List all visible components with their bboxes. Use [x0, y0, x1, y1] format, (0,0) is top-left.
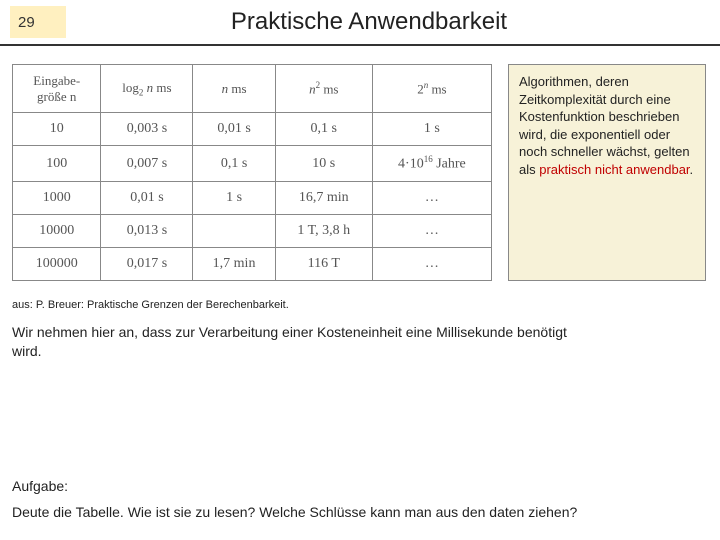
cell: 0,1 s [193, 146, 275, 182]
callout-text-after: . [690, 162, 694, 177]
col-header-quad: n2 ms [275, 65, 372, 113]
cell-n: 10 [13, 113, 101, 146]
cell: 4·1016 Jahre [372, 146, 491, 182]
cell-n: 100 [13, 146, 101, 182]
cell: 0,01 s [101, 181, 193, 214]
col-header-log: log2 n ms [101, 65, 193, 113]
cell: 10 s [275, 146, 372, 182]
callout-box: Algorithmen, deren Zeitkomplexität durch… [508, 64, 706, 281]
callout-highlight: praktisch nicht anwendbar [539, 162, 689, 177]
task-block: Aufgabe: Deute die Tabelle. Wie ist sie … [12, 478, 708, 520]
table-row: 1000 0,01 s 1 s 16,7 min … [13, 181, 492, 214]
complexity-table: Eingabe-größe n log2 n ms n ms n2 ms 2n … [12, 64, 492, 281]
header-line1: Eingabe- [33, 73, 80, 88]
cell: 0,1 s [275, 113, 372, 146]
table-header-row: Eingabe-größe n log2 n ms n ms n2 ms 2n … [13, 65, 492, 113]
col-header-exp: 2n ms [372, 65, 491, 113]
slide-title: Praktische Anwendbarkeit [78, 8, 720, 36]
content-row: Eingabe-größe n log2 n ms n ms n2 ms 2n … [0, 64, 720, 281]
task-label: Aufgabe: [12, 478, 708, 494]
cell: 0,01 s [193, 113, 275, 146]
header-line2: größe n [37, 89, 76, 104]
cell: 0,007 s [101, 146, 193, 182]
table-row: 10000 0,013 s 1 T, 3,8 h … [13, 214, 492, 247]
cell-n: 1000 [13, 181, 101, 214]
source-citation: aus: P. Breuer: Praktische Grenzen der B… [12, 299, 720, 311]
slide-number: 29 [10, 6, 66, 38]
cell: 0,017 s [101, 247, 193, 280]
table-row: 10 0,003 s 0,01 s 0,1 s 1 s [13, 113, 492, 146]
cell-n: 10000 [13, 214, 101, 247]
cell: 1 T, 3,8 h [275, 214, 372, 247]
cell: 116 T [275, 247, 372, 280]
cell-n: 100000 [13, 247, 101, 280]
table-row: 100000 0,017 s 1,7 min 116 T … [13, 247, 492, 280]
cell: … [372, 181, 491, 214]
cell: 16,7 min [275, 181, 372, 214]
cell: … [372, 214, 491, 247]
col-header-n: Eingabe-größe n [13, 65, 101, 113]
task-text: Deute die Tabelle. Wie ist sie zu lesen?… [12, 504, 708, 520]
table-body: 10 0,003 s 0,01 s 0,1 s 1 s 100 0,007 s … [13, 113, 492, 281]
cell [193, 214, 275, 247]
slide-header: 29 Praktische Anwendbarkeit [0, 0, 720, 46]
complexity-table-wrap: Eingabe-größe n log2 n ms n ms n2 ms 2n … [12, 64, 492, 281]
cell: 0,013 s [101, 214, 193, 247]
cell: 0,003 s [101, 113, 193, 146]
explanation-text: Wir nehmen hier an, dass zur Verarbeitun… [12, 323, 572, 361]
cell: 1 s [372, 113, 491, 146]
col-header-linear: n ms [193, 65, 275, 113]
table-row: 100 0,007 s 0,1 s 10 s 4·1016 Jahre [13, 146, 492, 182]
cell: 1 s [193, 181, 275, 214]
cell: … [372, 247, 491, 280]
cell: 1,7 min [193, 247, 275, 280]
